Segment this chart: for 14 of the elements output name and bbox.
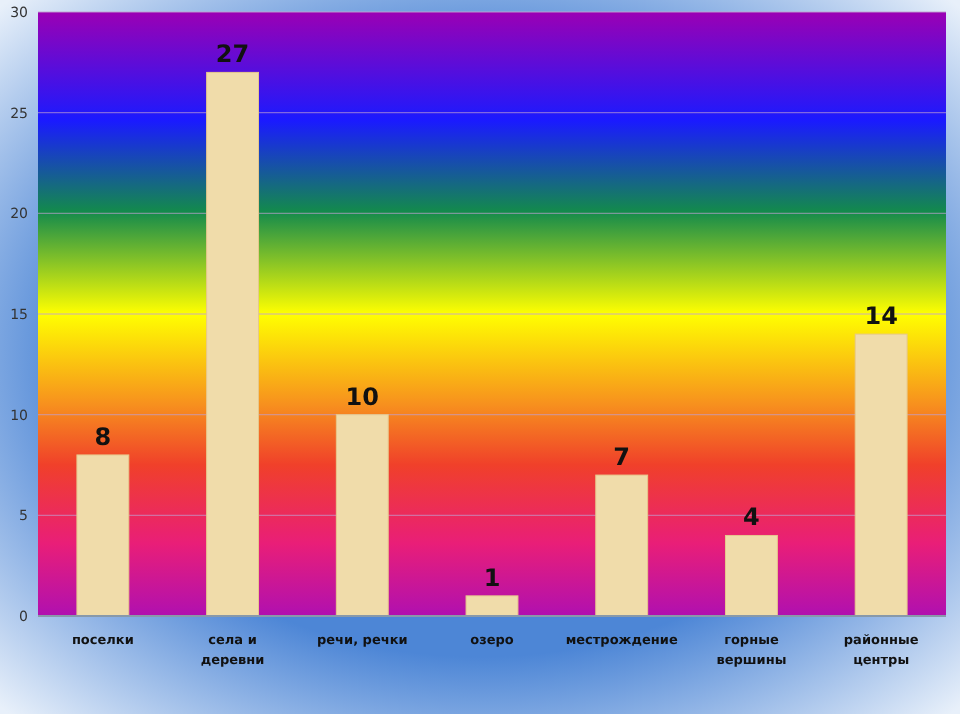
data-label: 1 xyxy=(483,563,501,592)
bar xyxy=(335,414,389,617)
bar xyxy=(724,534,778,617)
data-label: 14 xyxy=(864,302,898,331)
bar xyxy=(206,71,260,617)
bar xyxy=(76,454,130,617)
bar xyxy=(465,595,519,617)
data-label: 8 xyxy=(94,422,112,451)
bar xyxy=(595,474,649,617)
data-label: 27 xyxy=(215,40,250,69)
data-label: 10 xyxy=(345,382,379,411)
data-label: 7 xyxy=(613,443,631,472)
data-label: 4 xyxy=(743,503,760,532)
bar xyxy=(854,333,908,617)
